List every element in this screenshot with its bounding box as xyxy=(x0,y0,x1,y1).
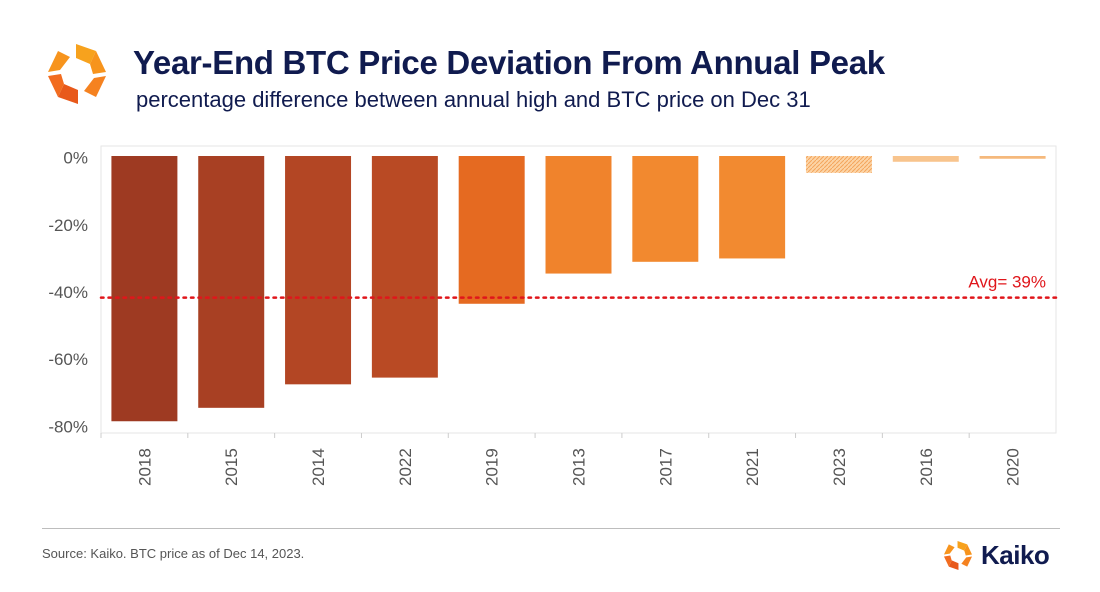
bar-2021 xyxy=(719,156,786,259)
x-tick-label: 2014 xyxy=(309,448,328,486)
bar-2017 xyxy=(632,156,699,262)
bar-2020 xyxy=(979,156,1046,159)
y-tick-label: -40% xyxy=(48,283,88,302)
x-tick-label: 2015 xyxy=(222,448,241,486)
x-tick-label: 2018 xyxy=(135,448,154,486)
x-tick-label: 2017 xyxy=(656,448,675,486)
kaiko-logo-icon xyxy=(943,540,973,570)
bar-2015 xyxy=(198,156,265,408)
x-tick-label: 2020 xyxy=(1004,448,1023,486)
bar-2013 xyxy=(545,156,612,274)
bar-2014 xyxy=(285,156,352,385)
chart-subtitle: percentage difference between annual hig… xyxy=(136,87,811,112)
y-tick-label: -20% xyxy=(48,216,88,235)
x-tick-label: 2016 xyxy=(917,448,936,486)
kaiko-logo-icon xyxy=(48,44,106,104)
x-tick-label: 2022 xyxy=(396,448,415,486)
plot-frame xyxy=(100,145,1057,434)
y-tick-label: -60% xyxy=(48,350,88,369)
x-tick-label: 2021 xyxy=(743,448,762,486)
chart-title: Year-End BTC Price Deviation From Annual… xyxy=(133,44,885,81)
average-label: Avg= 39% xyxy=(968,273,1046,292)
y-tick-label: 0% xyxy=(63,149,88,168)
bar-2019 xyxy=(458,156,525,304)
source-note: Source: Kaiko. BTC price as of Dec 14, 2… xyxy=(42,546,305,561)
bar-2016 xyxy=(892,156,959,162)
x-tick-label: 2013 xyxy=(570,448,589,486)
brand-logo: Kaiko xyxy=(943,538,1050,572)
y-tick-label: -80% xyxy=(48,417,88,436)
bar-2023 xyxy=(805,156,872,173)
bar-chart: 0% -20% -40% -60% -80% 2018 2015 2014 2022 2019 20… xyxy=(48,145,1058,486)
bar-2022 xyxy=(371,156,438,378)
x-tick-label: 2023 xyxy=(830,448,849,486)
bar-2018 xyxy=(111,156,178,422)
brand-name: Kaiko xyxy=(981,539,1050,570)
x-tick-label: 2019 xyxy=(483,448,502,486)
footer-divider xyxy=(42,528,1060,529)
